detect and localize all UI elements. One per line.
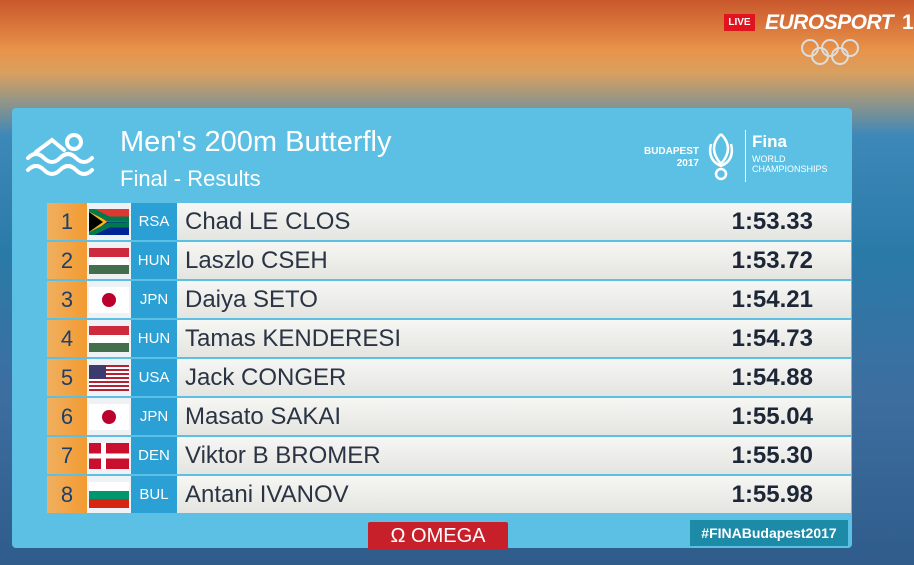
sponsor-name: OMEGA: [411, 525, 486, 547]
country-code: RSA: [131, 203, 177, 240]
rank: 1: [47, 203, 87, 240]
flag: [87, 476, 131, 513]
results-table: 1 RSA Chad LE CLOS 1:53.33 2 HUN Laszlo C…: [47, 203, 851, 515]
time: 1:55.98: [731, 481, 813, 508]
swim-icon: [26, 133, 94, 176]
flag: [87, 242, 131, 279]
flag: [87, 359, 131, 396]
rank: 6: [47, 398, 87, 435]
athlete-name: Viktor B BROMER: [185, 442, 381, 469]
result-row: 4 HUN Tamas KENDERESI 1:54.73: [47, 320, 851, 357]
flag: [87, 320, 131, 357]
athlete-name: Antani IVANOV: [185, 481, 349, 508]
time: 1:53.72: [731, 247, 813, 274]
athlete-name: Masato SAKAI: [185, 403, 342, 430]
result-row: 6 JPN Masato SAKAI 1:55.04: [47, 398, 851, 435]
time: 1:55.30: [731, 442, 813, 469]
result-row: 3 JPN Daiya SETO 1:54.21: [47, 281, 851, 318]
rank: 8: [47, 476, 87, 513]
live-badge: LIVE: [724, 14, 755, 31]
flag: [87, 398, 131, 435]
time: 1:55.04: [731, 403, 813, 430]
channel-number: 1: [902, 11, 914, 34]
rank: 7: [47, 437, 87, 474]
country-code: BUL: [131, 476, 177, 513]
event-title: Men's 200m Butterfly: [120, 126, 392, 158]
channel-logo: EUROSPORT: [765, 11, 894, 34]
rank: 5: [47, 359, 87, 396]
athlete-name: Tamas KENDERESI: [185, 325, 402, 352]
athlete-name: Laszlo CSEH: [185, 247, 328, 274]
hashtag: #FINABudapest2017: [690, 520, 848, 546]
rank: 4: [47, 320, 87, 357]
athlete-name: Daiya SETO: [185, 286, 318, 313]
rank: 3: [47, 281, 87, 318]
event-subtitle: Final - Results: [120, 166, 261, 191]
logo-year: 2017: [676, 158, 699, 169]
result-row: 8 BUL Antani IVANOV 1:55.98: [47, 476, 851, 513]
budapest-emblem: [708, 133, 734, 181]
results-panel: Men's 200m Butterfly Final - Results BUD…: [12, 108, 852, 550]
country-code: USA: [131, 359, 177, 396]
country-code: DEN: [131, 437, 177, 474]
sponsor-symbol: Ω: [390, 525, 406, 547]
rank: 2: [47, 242, 87, 279]
result-row: 5 USA Jack CONGER 1:54.88: [47, 359, 851, 396]
olympic-rings: [801, 39, 859, 65]
logo-org: Fina: [752, 132, 787, 151]
country-code: HUN: [131, 242, 177, 279]
country-code: JPN: [131, 398, 177, 435]
country-code: HUN: [131, 320, 177, 357]
time: 1:54.88: [731, 364, 813, 391]
flag: [87, 437, 131, 474]
result-row: 7 DEN Viktor B BROMER 1:55.30: [47, 437, 851, 474]
flag: [87, 203, 131, 240]
athlete-name: Jack CONGER: [185, 364, 347, 391]
athlete-name: Chad LE CLOS: [185, 208, 351, 235]
result-row: 2 HUN Laszlo CSEH 1:53.72: [47, 242, 851, 279]
time: 1:53.33: [731, 208, 813, 235]
time: 1:54.21: [731, 286, 813, 313]
logo-line2: CHAMPIONSHIPS: [752, 164, 828, 174]
country-code: JPN: [131, 281, 177, 318]
sponsor-logo: Ω OMEGA: [368, 522, 508, 550]
result-row: 1 RSA Chad LE CLOS 1:53.33: [47, 203, 851, 240]
logo-line1: WORLD: [752, 154, 786, 164]
flag: [87, 281, 131, 318]
logo-city: BUDAPEST: [643, 146, 699, 157]
time: 1:54.73: [731, 325, 813, 352]
